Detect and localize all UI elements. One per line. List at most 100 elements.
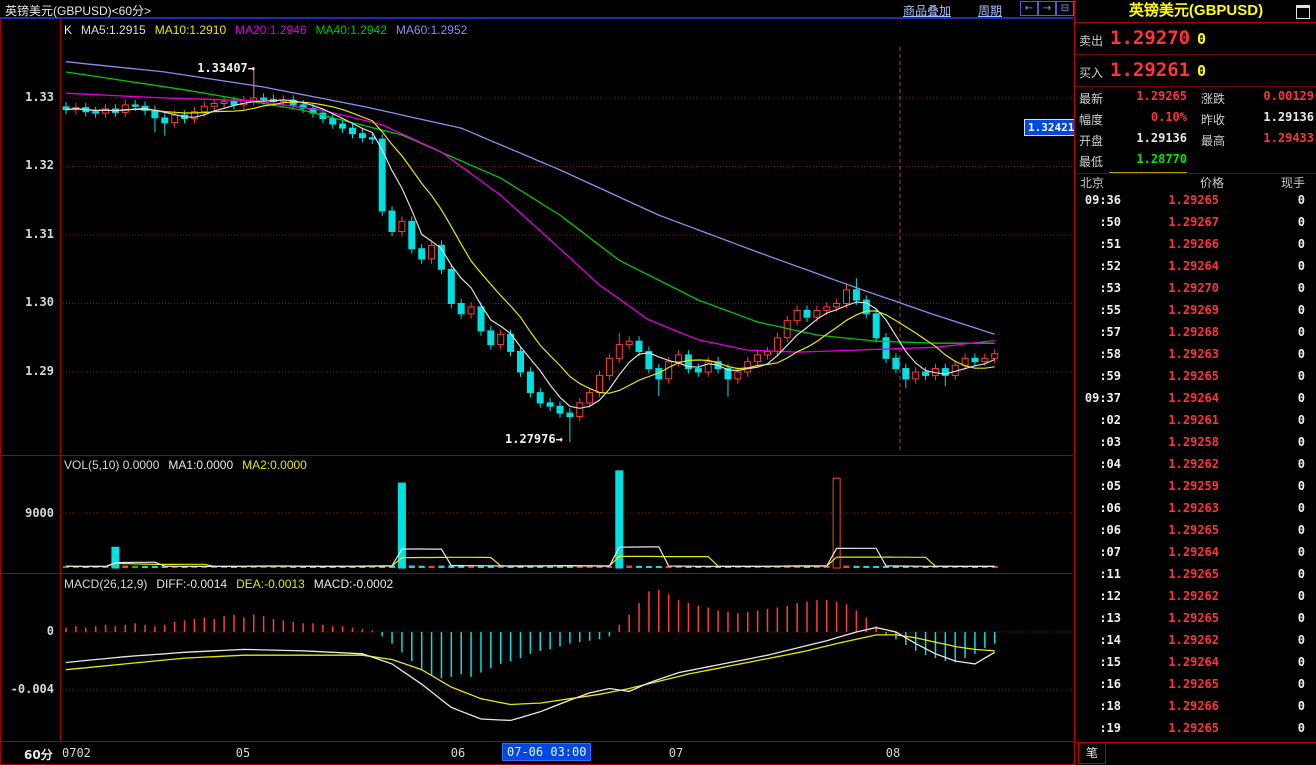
sell-price: 1.29270 (1110, 27, 1191, 49)
tick-row: :04 1.29262 0 (1075, 457, 1316, 479)
x-axis-tick: 0702 (62, 746, 91, 760)
tick-price: 1.29264 (1168, 655, 1219, 669)
quote-value: 1.29265 (1136, 89, 1187, 103)
vol-legend-item-0: VOL(5,10) 0.0000 (64, 458, 160, 472)
volume-macd-divider (0, 573, 1073, 574)
tick-volume: 0 (1297, 611, 1305, 625)
quote-label: 开盘 (1079, 134, 1104, 148)
tick-time: :59 (1099, 369, 1121, 383)
volume-chart[interactable] (0, 455, 1073, 573)
tick-price: 1.29265 (1168, 567, 1219, 581)
quote-row: 最新 1.29265 涨跌 0.00129 (1075, 89, 1316, 110)
tick-volume: 0 (1297, 545, 1305, 559)
macd-legend: MACD(26,12,9) DIFF:-0.0014 DEA:-0.0013 MACD… (64, 577, 402, 591)
tab-tick[interactable]: 笔 (1078, 743, 1106, 764)
quote-value: 0.00129 (1263, 89, 1314, 103)
tick-time: :16 (1099, 677, 1121, 691)
tick-volume: 0 (1297, 259, 1305, 273)
tick-row: :11 1.29265 0 (1075, 567, 1316, 589)
main-volume-divider (0, 455, 1073, 456)
tick-price: 1.29264 (1168, 545, 1219, 559)
tick-price: 1.29265 (1168, 193, 1219, 207)
scroll-left-button[interactable]: ← (1020, 1, 1038, 16)
main-legend-item-0: K (64, 23, 73, 37)
tick-price: 1.29270 (1168, 281, 1219, 295)
quote-panel-title-bar: 英镑美元(GBPUSD) (1075, 0, 1316, 23)
y-axis-label: 0 (46, 624, 54, 638)
buy-quote-row[interactable]: 买入 1.29261 0 (1075, 55, 1316, 87)
tick-row: :14 1.29262 0 (1075, 633, 1316, 655)
tick-time: :02 (1099, 413, 1121, 427)
tick-price: 1.29263 (1168, 501, 1219, 515)
tick-price: 1.29262 (1168, 457, 1219, 471)
tick-price: 1.29266 (1168, 699, 1219, 713)
main-chart-legend: K MA5:1.2915 MA10:1.2910 MA20:1.2946 MA40:1.… (64, 23, 476, 37)
quote-label: 最新 (1079, 92, 1104, 106)
scroll-right-button[interactable]: → (1038, 1, 1056, 16)
tick-volume: 0 (1297, 237, 1305, 251)
tick-time: 09:36 (1084, 193, 1121, 207)
sell-quote-row[interactable]: 卖出 1.29270 0 (1075, 23, 1316, 55)
quote-summary-grid: 最新 1.29265 涨跌 0.00129 幅度 0.10% 昨收 1.29136 开盘 1.29… (1075, 87, 1316, 174)
tick-row: :02 1.29261 0 (1075, 413, 1316, 435)
period-link[interactable]: 周期 (978, 4, 1003, 18)
tick-header-volume: 现手 (1280, 176, 1305, 190)
tick-row: :57 1.29268 0 (1075, 325, 1316, 347)
tick-time: :53 (1099, 281, 1121, 295)
tick-time: :52 (1099, 259, 1121, 273)
y-axis-label: 1.33 (25, 90, 54, 104)
restore-window-icon[interactable] (1296, 5, 1310, 19)
tick-row: :59 1.29265 0 (1075, 369, 1316, 391)
tick-volume: 0 (1297, 567, 1305, 581)
tick-price: 1.29261 (1168, 413, 1219, 427)
tick-time: :04 (1099, 457, 1121, 471)
symbol-overlay-link[interactable]: 商品叠加 (903, 4, 952, 18)
macd-legend-item-1: DIFF:-0.0014 (156, 577, 228, 591)
candlestick-chart[interactable] (0, 19, 1073, 455)
tick-price: 1.29262 (1168, 589, 1219, 603)
tick-row: :16 1.29265 0 (1075, 677, 1316, 699)
tick-price: 1.29258 (1168, 435, 1219, 449)
tick-price: 1.29267 (1168, 215, 1219, 229)
tick-price: 1.29265 (1168, 369, 1219, 383)
tick-volume: 0 (1297, 215, 1305, 229)
sell-size: 0 (1197, 30, 1207, 48)
tick-volume: 0 (1297, 721, 1305, 735)
main-legend-item-3: MA20:1.2946 (235, 23, 307, 37)
macd-legend-item-2: DEA:-0.0013 (236, 577, 305, 591)
vol-legend-item-2: MA2:0.0000 (242, 458, 307, 472)
tick-volume: 0 (1297, 479, 1305, 493)
tick-volume: 0 (1297, 435, 1305, 449)
low-price-annotation: 1.27976→ (505, 432, 563, 446)
x-axis-tick: 06 (450, 746, 466, 760)
quote-panel-tab-bar: 笔 (1075, 742, 1316, 765)
tick-row: :06 1.29263 0 (1075, 501, 1316, 523)
tick-row: :13 1.29265 0 (1075, 611, 1316, 633)
tick-table[interactable]: 09:36 1.29265 0:50 1.29267 0:51 1.29266 0:52 1.… (1075, 193, 1316, 743)
quote-panel: 英镑美元(GBPUSD) 卖出 1.29270 0 买入 1.29261 0 最… (1074, 0, 1316, 765)
tick-row: :07 1.29264 0 (1075, 545, 1316, 567)
quote-label (1187, 152, 1235, 173)
tick-time: :57 (1099, 325, 1121, 339)
macd-chart[interactable] (0, 573, 1073, 741)
quote-label: 最高 (1201, 134, 1226, 148)
tick-volume: 0 (1297, 523, 1305, 537)
tick-time: :03 (1099, 435, 1121, 449)
main-legend-item-2: MA10:1.2910 (154, 23, 227, 37)
tick-price: 1.29266 (1168, 237, 1219, 251)
x-axis-tick: 07 (668, 746, 684, 760)
tick-time: :13 (1099, 611, 1121, 625)
tick-volume: 0 (1297, 413, 1305, 427)
split-view-button[interactable]: ⊟ (1056, 1, 1074, 16)
tick-time: :05 (1099, 479, 1121, 493)
tick-time: :51 (1099, 237, 1121, 251)
chart-window-title: 英镑美元(GBPUSD)<60分> (5, 4, 152, 18)
tick-volume: 0 (1297, 589, 1305, 603)
y-axis-label: 1.29 (25, 364, 54, 378)
tick-row: :52 1.29264 0 (1075, 259, 1316, 281)
tick-volume: 0 (1297, 457, 1305, 471)
quote-value: 1.29433 (1263, 131, 1314, 145)
tick-table-header: 北京 价格 现手 (1075, 174, 1316, 193)
buy-size: 0 (1197, 62, 1207, 80)
quote-value: 1.28770 (1109, 152, 1187, 173)
